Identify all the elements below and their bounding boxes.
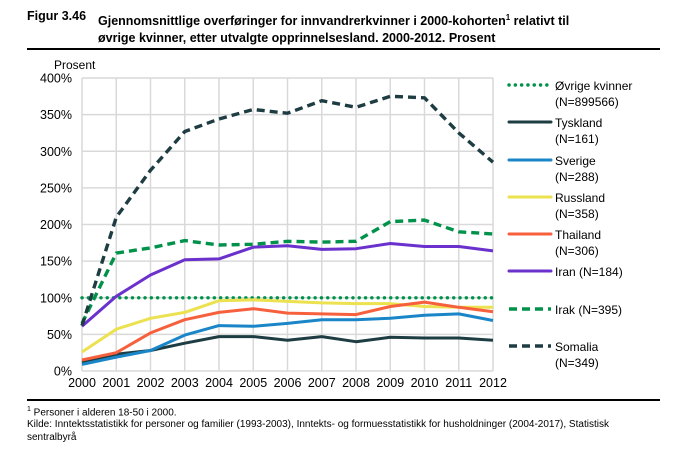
footnote: 1 Personer i alderen 18-50 i 2000. (27, 403, 657, 419)
title-line1: Gjennomsnittlige overføringer for innvan… (98, 14, 506, 29)
legend-label-line2: (N=288) (555, 169, 599, 184)
footnote-text: Personer i alderen 18-50 i 2000. (30, 407, 177, 419)
title-line2: øvrige kvinner, etter utvalgte opprinnel… (98, 31, 496, 46)
legend-label-line2: (N=358) (555, 206, 599, 221)
legend-label: Thailand (N=306) (555, 227, 680, 259)
legend-item: Thailand (N=306) (505, 227, 685, 264)
bottom-rule (27, 399, 660, 401)
x-tick-label: 2008 (342, 376, 370, 390)
legend-swatch (507, 232, 553, 236)
legend-label-line2: (N=899566) (555, 95, 619, 109)
x-tick-label: 2007 (308, 376, 336, 390)
legend-label: Tyskland (N=161) (555, 115, 680, 147)
y-tick-label: 200% (40, 218, 72, 232)
y-tick-label: 0% (54, 365, 72, 379)
legend-label: Irak (N=395) (555, 302, 680, 318)
legend-label-line1: Russland (555, 190, 606, 205)
legend-label: Sverige (N=288) (555, 153, 680, 185)
footnote-marker: 1 (27, 406, 31, 413)
series-line-iran (81, 242, 494, 328)
y-axis-label: Prosent (54, 58, 96, 72)
legend-label-line1: Tyskland (555, 116, 603, 131)
legend-label-line1: Øvrige kvinner (555, 79, 633, 93)
legend-swatch (507, 195, 553, 199)
legend-item: Sverige (N=288) (505, 153, 685, 190)
grid (81, 77, 494, 372)
legend-item: Øvrige kvinner (N=899566) (505, 78, 685, 115)
x-tick-label: 2004 (205, 376, 233, 390)
y-tick-label: 350% (40, 108, 72, 122)
series-line-somalia (80, 94, 495, 327)
legend-label-line1: Thailand (555, 228, 602, 243)
legend-label-line1: Sverige (555, 153, 596, 168)
x-tick-label: 2009 (376, 376, 404, 390)
y-tick-label: 150% (40, 255, 72, 269)
series-line-sverige (81, 312, 494, 366)
legend-label: Somalia (N=349) (555, 339, 680, 371)
series-lines (80, 94, 495, 366)
y-tick-label: 300% (40, 145, 72, 159)
legend-label: Iran (N=184) (555, 264, 680, 280)
x-tick-label: 2001 (102, 376, 130, 390)
legend-label-line2: (N=349) (555, 356, 599, 371)
x-tick-label: 2012 (479, 376, 507, 390)
series-line-irak (80, 218, 494, 325)
x-tick-label: 2011 (445, 376, 472, 390)
y-tick-label: 250% (40, 181, 72, 195)
legend-label: Russland (N=358) (555, 190, 680, 222)
legend-swatch (509, 344, 551, 348)
legend-swatch (507, 158, 553, 162)
x-tick-label: 2000 (68, 376, 96, 390)
legend-label-line2: (N=161) (555, 132, 599, 147)
legend-item: Tyskland (N=161) (505, 115, 685, 152)
source-note: Kilde: Inntektsstatistikk for personer o… (27, 419, 609, 443)
legend-item: Iran (N=184) (505, 264, 685, 301)
y-tick-label: 100% (40, 291, 72, 305)
series-line-thailand (81, 300, 494, 362)
title-line1-end: relativt til (510, 14, 570, 29)
x-tick-label: 2006 (274, 376, 302, 390)
x-tick-label: 2003 (171, 376, 199, 390)
y-tick-label: 400% (40, 72, 72, 86)
legend-label-line1: Irak (N=395) (555, 302, 623, 317)
legend-item: Somalia (N=349) (505, 339, 685, 376)
legend-item: Irak (N=395) (505, 302, 685, 339)
legend-swatch (507, 120, 553, 124)
legend-label-line1: Iran (N=184) (555, 265, 623, 280)
series-line-russland (81, 298, 493, 354)
legend-label: Øvrige kvinner (N=899566) (555, 78, 680, 110)
y-tick-labels: 0% 50% 100% 150% 200% 250% 300% 350% 400% (40, 72, 72, 379)
legend-swatch (507, 83, 553, 87)
legend-swatch (509, 307, 551, 311)
legend-swatch (507, 269, 553, 273)
title-footnote-marker: 1 (505, 13, 511, 22)
legend: Øvrige kvinner (N=899566) Tyskland (N=161) S… (505, 78, 685, 376)
x-tick-label: 2005 (239, 376, 267, 390)
x-tick-labels: 2000 2001 2002 2003 2004 2005 2006 2007 2008 2009… (68, 376, 507, 390)
y-tick-label: 50% (47, 328, 72, 342)
legend-item: Russland (N=358) (505, 190, 685, 227)
legend-label-line2: (N=306) (555, 244, 599, 259)
x-tick-label: 2002 (137, 376, 165, 390)
figure-label: Figur 3.46 (27, 9, 87, 23)
x-tick-label: 2010 (411, 376, 439, 390)
figure-title: Gjennomsnittlige overføringer for innvan… (98, 9, 658, 47)
top-rule (27, 48, 660, 50)
legend-label-line1: Somalia (555, 340, 599, 355)
